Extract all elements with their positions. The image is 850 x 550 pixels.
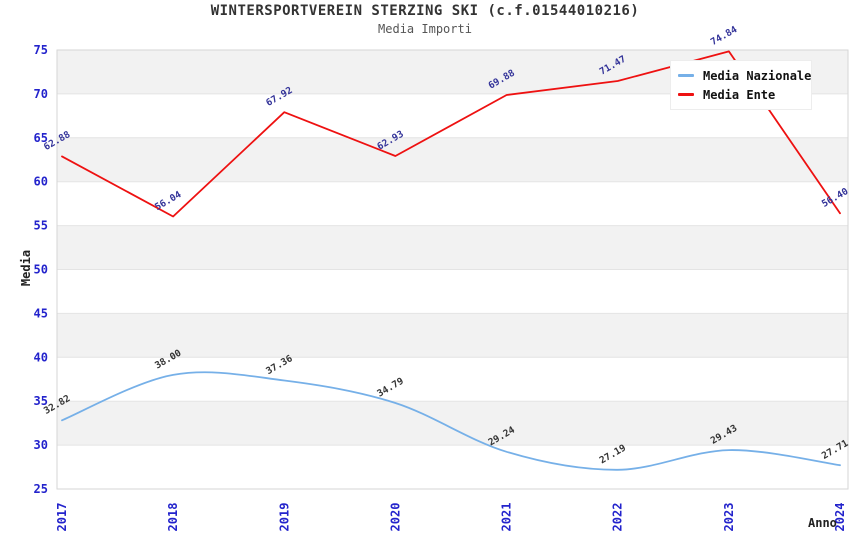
x-tick-label: 2021 [500, 503, 514, 532]
plot-band [57, 445, 848, 489]
x-tick-label: 2020 [388, 503, 402, 532]
data-point-label: 74.84 [709, 24, 740, 48]
plot-band [57, 313, 848, 358]
legend-swatch-icon [678, 74, 694, 77]
legend-swatch-icon [678, 93, 694, 96]
y-tick-label: 50 [34, 263, 48, 277]
x-tick-label: 2023 [722, 503, 736, 532]
plot-band [57, 401, 848, 446]
legend-label: Media Ente [703, 87, 776, 102]
x-tick-label: 2019 [277, 503, 291, 532]
plot-band [57, 357, 848, 402]
y-tick-label: 55 [34, 219, 48, 233]
plot-band [57, 269, 848, 314]
legend-item-media-ente: Media Ente [678, 85, 807, 104]
y-tick-label: 30 [34, 438, 48, 452]
series-line-media-nazionale [61, 371, 841, 471]
plot-band [57, 181, 848, 226]
series-line-media-ente [61, 50, 841, 218]
plot-band [57, 225, 848, 270]
x-tick-label: 2017 [55, 503, 69, 532]
x-axis-title: Anno [808, 516, 837, 530]
chart-title: WINTERSPORTVEREIN STERZING SKI (c.f.0154… [210, 3, 640, 19]
x-tick-label: 2018 [166, 503, 180, 532]
legend-item-media-nazionale: Media Nazionale [678, 66, 811, 85]
plot-border [56, 49, 849, 490]
y-tick-label: 25 [34, 482, 48, 496]
x-tick-label: 2022 [611, 503, 625, 532]
x-tick-label: 2024 [833, 503, 847, 532]
y-tick-label: 70 [34, 87, 48, 101]
y-axis-title: Media [19, 249, 33, 287]
y-tick-label: 75 [34, 43, 48, 57]
legend: Media Nazionale Media Ente [670, 60, 812, 110]
y-tick-label: 60 [34, 175, 48, 189]
y-tick-label: 45 [34, 306, 48, 320]
chart-subtitle: Media Importi [378, 22, 472, 36]
plot-band [57, 137, 848, 182]
legend-label: Media Nazionale [703, 68, 812, 83]
y-tick-label: 40 [34, 350, 48, 364]
y-tick-label: 65 [34, 131, 48, 145]
y-tick-label: 35 [34, 394, 48, 408]
